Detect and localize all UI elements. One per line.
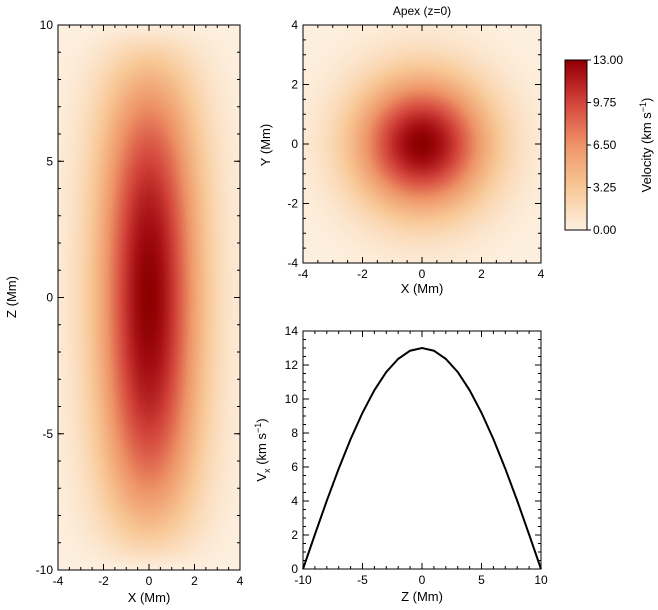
colorbar-tick-label: 9.75 <box>593 96 617 110</box>
colorbar-tick-label: 13.00 <box>593 53 623 67</box>
side-view-xtick-label: -4 <box>53 574 64 588</box>
apex-xtick-label: -2 <box>357 267 368 281</box>
apex-xtick-label: 4 <box>538 267 545 281</box>
apex-ytick-label: 0 <box>291 137 298 151</box>
side-view-x-tick-labels: -4 -2 0 2 4 <box>53 574 244 588</box>
apex-x-tick-labels: -4 -2 0 2 4 <box>298 267 545 281</box>
vx-profile-xtick-label: -10 <box>294 573 312 587</box>
apex-ylabel: Y (Mm) <box>258 124 273 166</box>
apex-title: Apex (z=0) <box>393 4 451 18</box>
vx-profile-ticks <box>302 330 542 570</box>
vx-ylabel-close: ) <box>254 418 269 422</box>
apex-xtick-label: 0 <box>419 267 426 281</box>
colorbar-tick-label: 0.00 <box>593 223 617 237</box>
side-view-y-tick-labels: -10 -5 0 5 10 <box>36 18 54 577</box>
colorbar-tick-label: 3.25 <box>593 181 617 195</box>
colorbar: 13.00 9.75 6.50 3.25 0.00 Velocity (km s−1) <box>564 53 654 237</box>
vx-profile-line <box>302 346 542 570</box>
side-view-heatmap <box>58 25 240 570</box>
colorbar-ticks <box>587 59 591 231</box>
side-view-xlabel: X (Mm) <box>128 590 171 605</box>
vx-profile-xtick-label: 0 <box>419 573 426 587</box>
vx-profile-ytick-label: 10 <box>285 392 299 406</box>
side-view-heatmap-container <box>58 25 240 570</box>
apex-xtick-label: -4 <box>298 267 309 281</box>
side-view-ytick-label: -10 <box>36 563 54 577</box>
apex-ticks <box>302 24 542 264</box>
vx-profile-ylabel: Vx (km s−1) <box>253 418 272 481</box>
vx-ylabel-sup: −1 <box>253 423 263 433</box>
vx-profile-ytick-label: 8 <box>291 426 298 440</box>
apex-xlabel: X (Mm) <box>401 281 444 296</box>
vx-profile-xtick-label: 10 <box>534 573 548 587</box>
vx-profile-xlabel: Z (Mm) <box>401 589 443 604</box>
colorbar-tick-labels: 13.00 9.75 6.50 3.25 0.00 <box>593 53 623 237</box>
colorbar-label-main: Velocity (km s <box>639 112 654 193</box>
side-view-ticks <box>57 24 241 571</box>
apex-heatmap <box>303 25 541 263</box>
vx-ylabel-sub: x <box>262 468 272 473</box>
apex-ytick-label: -2 <box>287 197 298 211</box>
vx-profile-xtick-label: -5 <box>357 573 368 587</box>
vx-ylabel-main: V <box>254 473 269 482</box>
vx-profile-frame <box>302 330 542 570</box>
side-view-panel: -10 -5 0 5 10 -4 -2 0 2 4 X (Mm) Z (Mm) <box>4 18 244 605</box>
vx-profile-ytick-label: 4 <box>291 494 298 508</box>
side-view-xtick-label: 4 <box>237 574 244 588</box>
vx-profile-x-tick-labels: -10 -5 0 5 10 <box>294 573 548 587</box>
vx-profile-panel: 0 2 4 6 8 10 12 14 -10 -5 0 5 10 Z (Mm) Vx (km s−1) <box>253 324 548 604</box>
vx-profile-y-tick-labels: 0 2 4 6 8 10 12 14 <box>285 324 299 576</box>
vx-profile-ytick-label: 0 <box>291 562 298 576</box>
apex-ytick-label: 2 <box>291 78 298 92</box>
colorbar-label-sup: −1 <box>638 102 648 112</box>
side-view-xtick-label: 2 <box>191 574 198 588</box>
vx-profile-ytick-label: 12 <box>285 358 299 372</box>
apex-ytick-label: -4 <box>287 256 298 270</box>
apex-ytick-label: 4 <box>291 18 298 32</box>
side-view-ytick-label: 5 <box>46 154 53 168</box>
vx-profile-ytick-label: 6 <box>291 460 298 474</box>
vx-profile-xtick-label: 5 <box>478 573 485 587</box>
apex-heatmap-container <box>303 25 541 263</box>
side-view-ytick-label: 0 <box>46 291 53 305</box>
side-view-ytick-label: -5 <box>42 427 53 441</box>
colorbar-label: Velocity (km s−1) <box>638 98 654 193</box>
vx-profile-ytick-label: 14 <box>285 324 299 338</box>
apex-xtick-label: 2 <box>478 267 485 281</box>
vx-profile-ytick-label: 2 <box>291 528 298 542</box>
side-view-xtick-label: 0 <box>146 574 153 588</box>
side-view-xtick-label: -2 <box>98 574 109 588</box>
side-view-ylabel: Z (Mm) <box>4 276 19 318</box>
apex-y-tick-labels: -4 -2 0 2 4 <box>287 18 298 270</box>
colorbar-gradient <box>564 59 588 231</box>
apex-panel: Apex (z=0) -4 -2 0 2 4 -4 -2 0 2 4 X (Mm) Y (Mm) <box>258 4 545 296</box>
colorbar-tick-label: 6.50 <box>593 138 617 152</box>
vx-ylabel-rest: (km s <box>254 433 269 469</box>
colorbar-label-close: ) <box>639 98 654 102</box>
side-view-ytick-label: 10 <box>40 18 54 32</box>
